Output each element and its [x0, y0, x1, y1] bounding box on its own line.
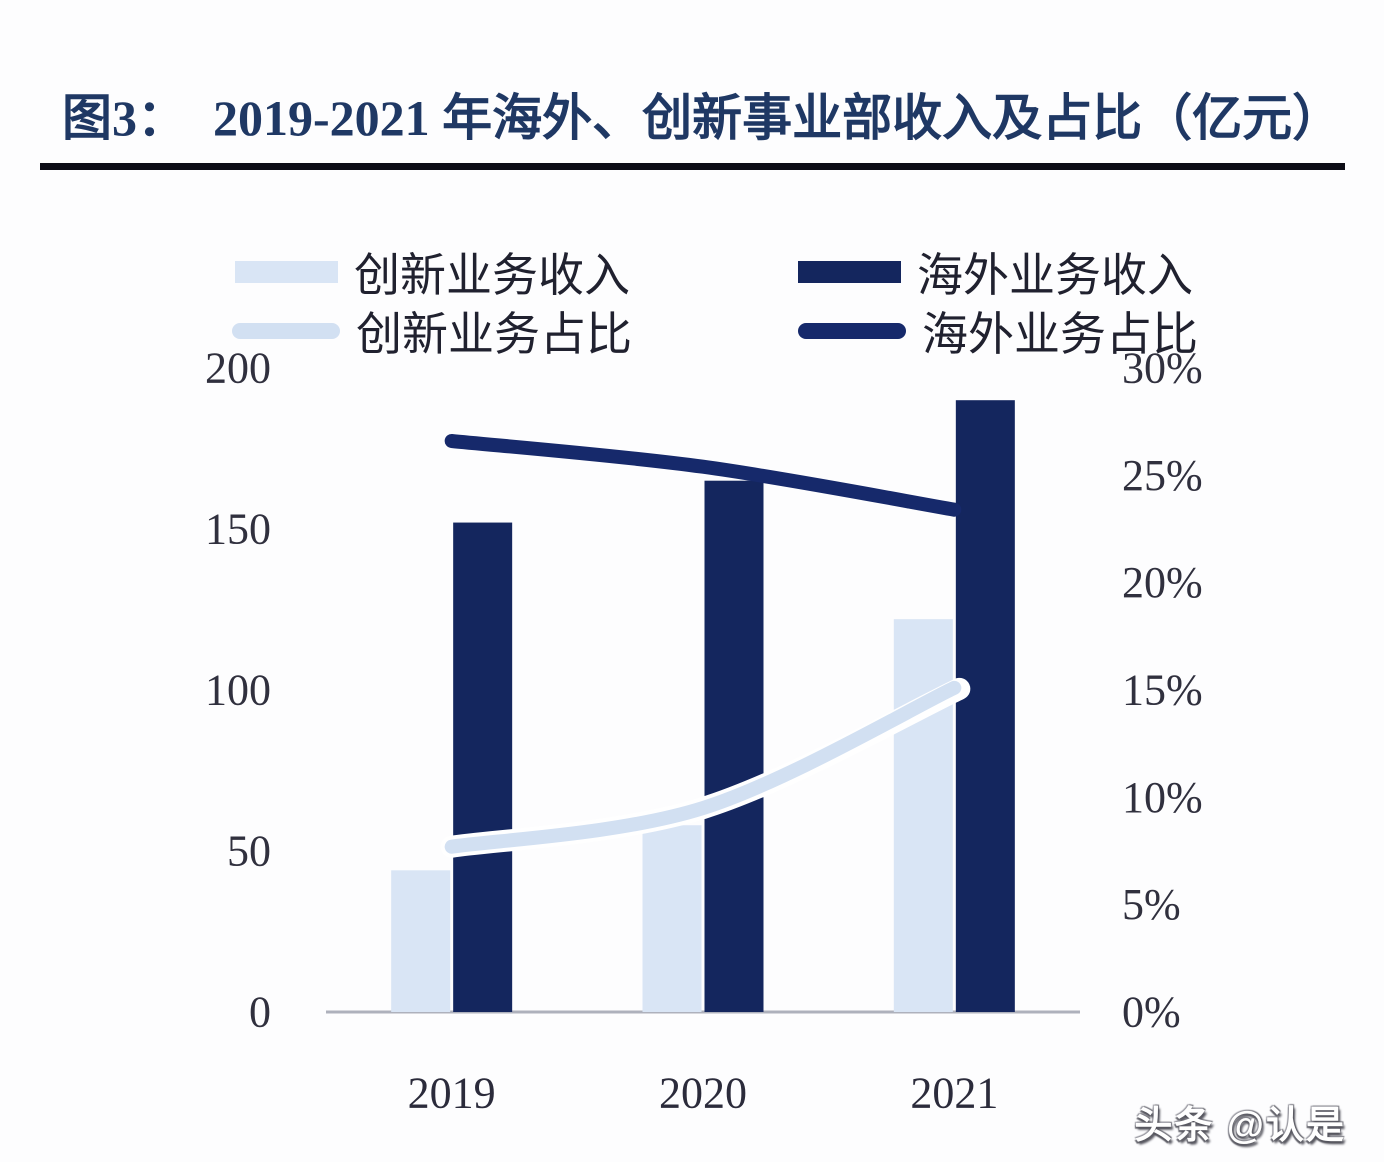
title-divider — [40, 163, 1345, 170]
watermark: 头条 @认是 — [1134, 1105, 1346, 1147]
legend-line-swatch-icon — [798, 323, 906, 339]
figure-number: 图3： — [62, 90, 187, 146]
left-axis-tick-150: 150 — [205, 505, 271, 554]
legend-item-overseas-share: 海外业务占比 — [798, 307, 1198, 360]
legend-bar-swatch-icon — [798, 261, 901, 283]
bar-innovation-revenue-2019 — [391, 870, 451, 1012]
innovation-share-line — [444, 680, 962, 854]
right-axis-tick-5%: 5% — [1122, 880, 1181, 929]
legend-label-innovation-share: 创新业务占比 — [356, 309, 632, 360]
bar-overseas-revenue-2021 — [955, 400, 1015, 1012]
x-axis-label-2019: 2019 — [408, 1069, 496, 1118]
figure-title-text: 2019-2021 年海外、创新事业部收入及占比（亿元） — [213, 90, 1343, 146]
legend-label-overseas-share: 海外业务占比 — [922, 309, 1198, 360]
left-axis-tick-50: 50 — [227, 827, 271, 876]
bar-overseas-revenue-2020 — [704, 480, 764, 1012]
legend-item-innovation-share: 创新业务占比 — [232, 307, 632, 360]
legend-item-overseas-revenue: 海外业务收入 — [798, 248, 1193, 301]
overseas-share-line — [444, 433, 962, 517]
x-axis-label-2020: 2020 — [659, 1069, 747, 1118]
bar-innovation-revenue-2021 — [893, 619, 953, 1012]
left-axis-tick-0: 0 — [249, 988, 271, 1037]
bar-overseas-revenue-2019 — [453, 522, 513, 1012]
left-axis-tick-200: 200 — [205, 344, 271, 393]
legend-bar-swatch-icon — [235, 261, 338, 283]
legend-line-swatch-icon — [232, 323, 340, 339]
right-axis-tick-20%: 20% — [1122, 558, 1203, 607]
x-axis-label-2021: 2021 — [910, 1069, 998, 1118]
legend-label-overseas-revenue: 海外业务收入 — [917, 250, 1193, 301]
left-axis-tick-100: 100 — [205, 666, 271, 715]
figure-title: 图3： 2019-2021 年海外、创新事业部收入及占比（亿元） — [62, 78, 1342, 150]
right-axis-tick-25%: 25% — [1122, 451, 1203, 500]
right-axis-tick-30%: 30% — [1122, 344, 1203, 393]
legend-label-innovation-revenue: 创新业务收入 — [354, 250, 630, 301]
legend-item-innovation-revenue: 创新业务收入 — [235, 248, 630, 301]
bar-innovation-revenue-2020 — [642, 825, 702, 1012]
right-axis-tick-15%: 15% — [1122, 666, 1203, 715]
right-axis-tick-0%: 0% — [1122, 988, 1181, 1037]
right-axis-tick-10%: 10% — [1122, 773, 1203, 822]
